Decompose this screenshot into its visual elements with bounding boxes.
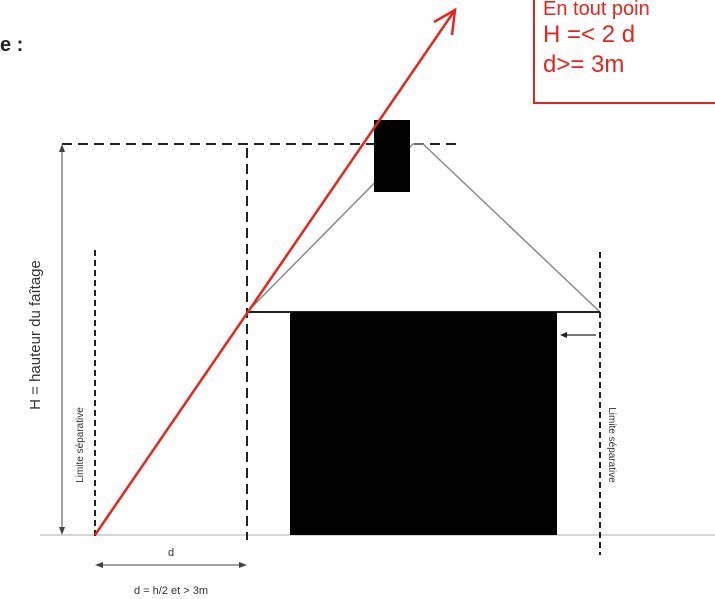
d-arrow-left <box>95 562 103 568</box>
construction-line <box>93 9 457 536</box>
height-arrow-top <box>59 144 65 152</box>
d-arrow-right <box>239 562 247 568</box>
chimney <box>374 120 410 192</box>
height-axis-label: H = hauteur du faîtage <box>27 260 44 410</box>
header-fragment: e : <box>0 34 24 56</box>
rule-line-1: En tout poin <box>543 0 650 20</box>
rule-box: En tout poin H =< 2 d d>= 3m <box>533 0 715 104</box>
rule-line-2: H =< 2 d <box>543 21 636 48</box>
construction-arrow-head <box>433 7 457 36</box>
rule-line-3: d>= 3m <box>543 51 625 78</box>
building-body <box>290 312 557 535</box>
left-limit-label: Limite séparative <box>75 407 86 483</box>
right-limit-label: Limite séparative <box>606 407 617 483</box>
eave-offset-arrow <box>560 332 567 338</box>
roof-outline <box>246 143 601 313</box>
d-rule-label: d = h/2 et > 3m <box>134 585 208 597</box>
d-short-label: d <box>168 547 174 559</box>
height-arrow-bottom <box>59 527 65 535</box>
